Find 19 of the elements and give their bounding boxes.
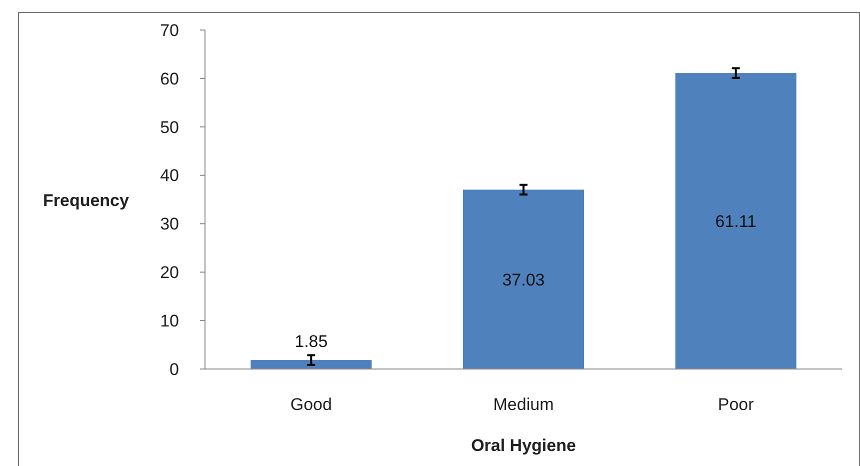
x-tick-label: Poor bbox=[718, 395, 754, 414]
x-tick-label: Good bbox=[290, 395, 332, 414]
bar bbox=[462, 190, 584, 369]
y-tick-label: 20 bbox=[160, 263, 179, 282]
y-axis-title: Frequency bbox=[43, 191, 130, 210]
bar bbox=[250, 360, 372, 369]
y-tick-label: 40 bbox=[160, 166, 179, 186]
data-label: 61.11 bbox=[715, 212, 756, 231]
y-tick-label: 70 bbox=[160, 20, 179, 40]
y-tick-label: 10 bbox=[160, 312, 179, 331]
x-axis-title: Oral Hygiene bbox=[471, 436, 576, 455]
y-tick-label: 0 bbox=[170, 360, 179, 379]
data-label: 37.03 bbox=[502, 270, 545, 290]
bar bbox=[675, 73, 796, 369]
y-tick-label: 50 bbox=[160, 118, 179, 137]
x-tick-label: Medium bbox=[493, 395, 554, 414]
y-tick-label: 60 bbox=[160, 69, 179, 88]
y-tick-label: 30 bbox=[160, 214, 179, 234]
data-label: 1.85 bbox=[294, 332, 328, 352]
